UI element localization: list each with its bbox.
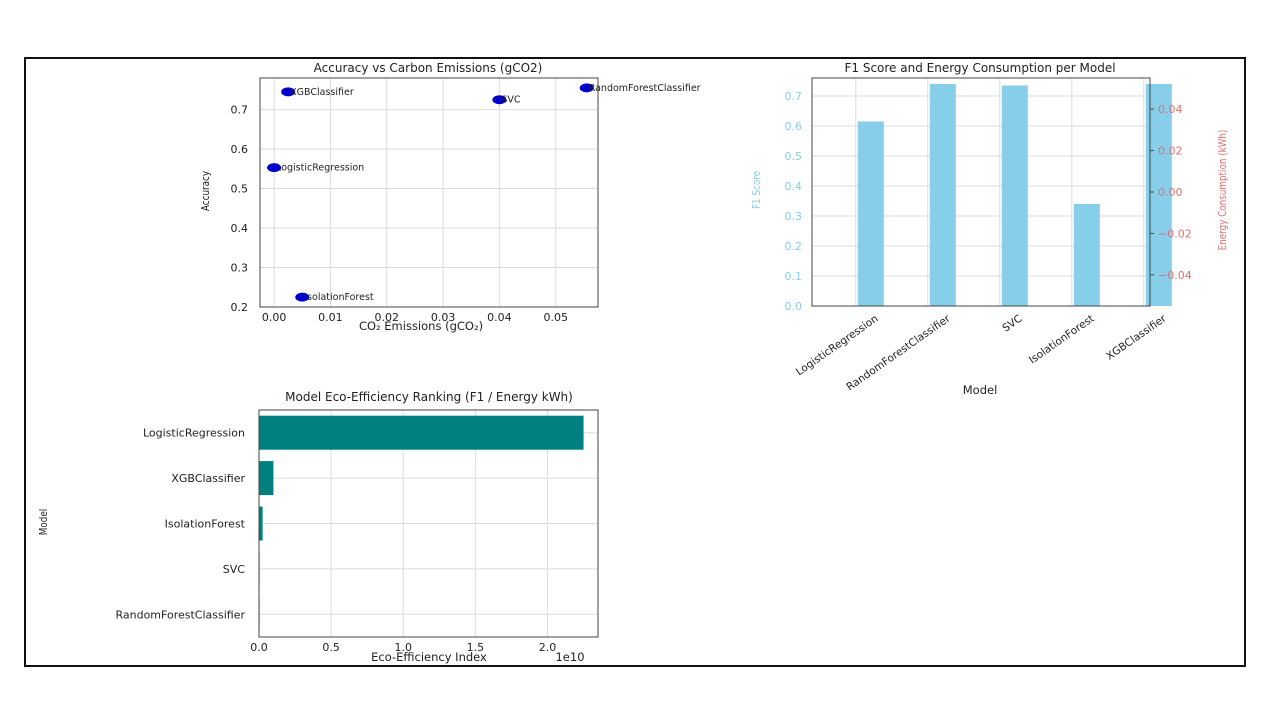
scatter-y-tick-label: 0.7 bbox=[231, 104, 249, 117]
f1-bar-svc bbox=[1001, 85, 1028, 306]
f1-y-tick-label: 0.6 bbox=[785, 120, 803, 133]
eco-plot-area bbox=[258, 409, 599, 638]
eco-y-tick-label-svc: SVC bbox=[223, 563, 246, 576]
energy-y-axis-label: Energy Consumption (kWh) bbox=[1217, 129, 1229, 250]
eco-bar-isolationforest bbox=[259, 506, 263, 541]
eco-bar-logisticregression bbox=[259, 415, 584, 450]
scatter-y-tick-label: 0.2 bbox=[231, 301, 249, 314]
scatter-x-tick-label: 0.04 bbox=[487, 311, 512, 324]
energy-y-tick-label: 0.00 bbox=[1158, 186, 1183, 199]
scatter-x-tick-label: 0.02 bbox=[375, 311, 400, 324]
scatter-y-tick-label: 0.3 bbox=[231, 262, 249, 275]
energy-y-tick-label: 0.04 bbox=[1158, 103, 1183, 116]
eco-chart-title: Model Eco-Efficiency Ranking (F1 / Energ… bbox=[285, 390, 573, 404]
f1-y-tick-label: 0.2 bbox=[785, 240, 803, 253]
scatter-point-isolationforest bbox=[295, 292, 310, 302]
eco-x-tick-label: 1.5 bbox=[467, 641, 485, 654]
f1-x-tick-label-xgbclassifier: XGBClassifier bbox=[1104, 312, 1169, 363]
figure-frame bbox=[24, 57, 1246, 667]
energy-y-tick-label: 0.02 bbox=[1158, 145, 1183, 158]
scatter-y-axis-label: Accuracy bbox=[200, 171, 212, 211]
scatter-point-label-logisticregression: LogisticRegression bbox=[276, 163, 364, 174]
scatter-point-label-randomforestclassifier: RandomForestClassifier bbox=[589, 83, 701, 94]
f1-y-tick-label: 0.4 bbox=[785, 180, 803, 193]
scatter-x-axis-label: CO₂ Emissions (gCO₂) bbox=[359, 319, 483, 333]
f1-x-tick-label-isolationforest: IsolationForest bbox=[1027, 313, 1097, 367]
scatter-plot-area bbox=[259, 77, 599, 308]
scatter-point-svc bbox=[492, 95, 507, 105]
scatter-title: Accuracy vs Carbon Emissions (gCO2) bbox=[314, 61, 543, 75]
f1-y-tick-label: 0.3 bbox=[785, 210, 803, 223]
eco-x-tick-label: 0.5 bbox=[322, 641, 340, 654]
scatter-x-tick-label: 0.01 bbox=[318, 311, 343, 324]
scatter-y-tick-label: 0.4 bbox=[231, 222, 249, 235]
scatter-x-tick-label: 0.05 bbox=[544, 311, 569, 324]
f1-bar-isolationforest bbox=[1073, 204, 1100, 306]
f1-chart-title: F1 Score and Energy Consumption per Mode… bbox=[844, 61, 1115, 75]
f1-y-tick-label: 0.5 bbox=[785, 150, 803, 163]
scatter-point-label-svc: SVC bbox=[501, 95, 521, 106]
f1-y-axis-label: F1 Score bbox=[751, 171, 763, 209]
eco-y-tick-label-logisticregression: LogisticRegression bbox=[143, 427, 245, 440]
eco-x-scale-label: 1e10 bbox=[555, 650, 584, 664]
eco-y-tick-label-isolationforest: IsolationForest bbox=[165, 518, 246, 531]
scatter-x-tick-label: 0.03 bbox=[431, 311, 456, 324]
eco-y-tick-label-xgbclassifier: XGBClassifier bbox=[171, 472, 245, 485]
energy-y-tick-label: −0.02 bbox=[1158, 227, 1192, 240]
scatter-y-tick-label: 0.6 bbox=[231, 143, 249, 156]
f1-y-tick-label: 0.1 bbox=[785, 270, 803, 283]
scatter-point-randomforestclassifier bbox=[579, 83, 594, 93]
energy-y-tick-label: −0.04 bbox=[1158, 269, 1192, 282]
eco-efficiency-chart: Model Eco-Efficiency Ranking (F1 / Energ… bbox=[38, 390, 599, 664]
eco-x-tick-label: 0.0 bbox=[250, 641, 268, 654]
eco-x-axis-label: Eco-Efficiency Index bbox=[371, 650, 487, 664]
eco-x-tick-label: 2.0 bbox=[539, 641, 557, 654]
f1-bar-randomforestclassifier bbox=[929, 84, 956, 306]
f1-y-tick-label: 0.7 bbox=[785, 90, 803, 103]
scatter-y-tick-label: 0.5 bbox=[231, 183, 249, 196]
scatter-x-tick-label: 0.00 bbox=[262, 311, 287, 324]
eco-bar-xgbclassifier bbox=[259, 461, 274, 496]
scatter-point-label-isolationforest: IsolationForest bbox=[304, 292, 374, 303]
f1-bar-logisticregression bbox=[857, 121, 884, 306]
f1-energy-bar-chart: F1 Score and Energy Consumption per Mode… bbox=[751, 61, 1229, 397]
f1-x-tick-label-svc: SVC bbox=[1000, 313, 1024, 335]
f1-y-tick-label: 0.0 bbox=[785, 300, 803, 313]
scatter-point-label-xgbclassifier: XGBClassifier bbox=[290, 87, 354, 98]
scatter-chart: Accuracy vs Carbon Emissions (gCO2) 0.00… bbox=[200, 61, 701, 333]
f1-x-axis-label: Model bbox=[963, 383, 998, 397]
eco-y-tick-label-randomforestclassifier: RandomForestClassifier bbox=[115, 608, 245, 621]
eco-x-tick-label: 1.0 bbox=[395, 641, 413, 654]
eco-y-axis-label: Model bbox=[38, 509, 50, 535]
scatter-point-logisticregression bbox=[267, 163, 282, 173]
scatter-point-xgbclassifier bbox=[281, 87, 296, 97]
